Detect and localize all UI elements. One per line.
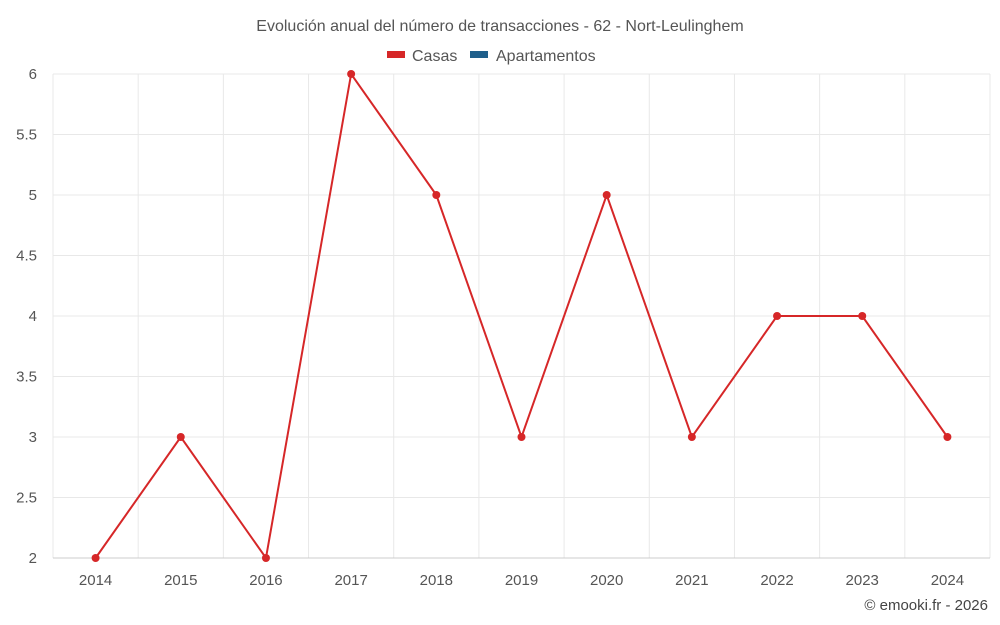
legend-item-apartamentos[interactable]: Apartamentos: [470, 48, 596, 65]
data-point-casas-2021[interactable]: [687, 433, 696, 441]
data-point-casas-2020[interactable]: [602, 191, 611, 199]
data-point-casas-2022[interactable]: [773, 312, 782, 320]
x-tick-label: 2023: [846, 572, 879, 589]
y-tick-label: 4: [29, 308, 37, 325]
y-tick-label: 5: [29, 187, 37, 204]
data-point-casas-2017[interactable]: [347, 70, 356, 78]
x-tick-label: 2024: [931, 572, 964, 589]
y-tick-label: 2.5: [16, 490, 37, 507]
data-point-casas-2014[interactable]: [91, 554, 100, 562]
x-tick-label: 2015: [164, 572, 197, 589]
data-point-casas-2018[interactable]: [432, 191, 441, 199]
legend-swatch-apartamentos: [470, 51, 488, 58]
y-tick-label: 3.5: [16, 369, 37, 386]
data-point-casas-2015[interactable]: [176, 433, 185, 441]
legend-label-casas: Casas: [412, 48, 457, 65]
y-tick-label: 3: [29, 429, 37, 446]
x-tick-label: 2016: [249, 572, 282, 589]
chart-title: Evolución anual del número de transaccio…: [256, 18, 743, 35]
legend-label-apartamentos: Apartamentos: [496, 48, 596, 65]
y-tick-label: 2: [29, 550, 37, 567]
x-tick-label: 2022: [760, 572, 793, 589]
legend-item-casas[interactable]: Casas: [387, 48, 457, 65]
data-point-casas-2016[interactable]: [261, 554, 270, 562]
data-point-casas-2019[interactable]: [517, 433, 526, 441]
x-tick-label: 2019: [505, 572, 538, 589]
data-point-casas-2024[interactable]: [943, 433, 952, 441]
x-tick-label: 2014: [79, 572, 112, 589]
credit-text: © emooki.fr - 2026: [864, 597, 988, 614]
x-tick-label: 2018: [420, 572, 453, 589]
legend: Casas Apartamentos: [387, 48, 596, 65]
legend-swatch-casas: [387, 51, 405, 58]
y-tick-label: 5.5: [16, 127, 37, 144]
y-tick-label: 6: [29, 66, 37, 83]
x-tick-label: 2021: [675, 572, 708, 589]
series: [91, 70, 952, 562]
x-axis-ticks: 2014 2015 2016 2017 2018 2019 2020 2021 2022 2023…: [79, 572, 964, 589]
data-point-casas-2023[interactable]: [858, 312, 867, 320]
y-axis-ticks: 2 2.5 3 3.5 4 4.5 5 5.5 6: [16, 66, 37, 567]
y-tick-label: 4.5: [16, 248, 37, 265]
x-tick-label: 2017: [334, 572, 367, 589]
x-tick-label: 2020: [590, 572, 623, 589]
